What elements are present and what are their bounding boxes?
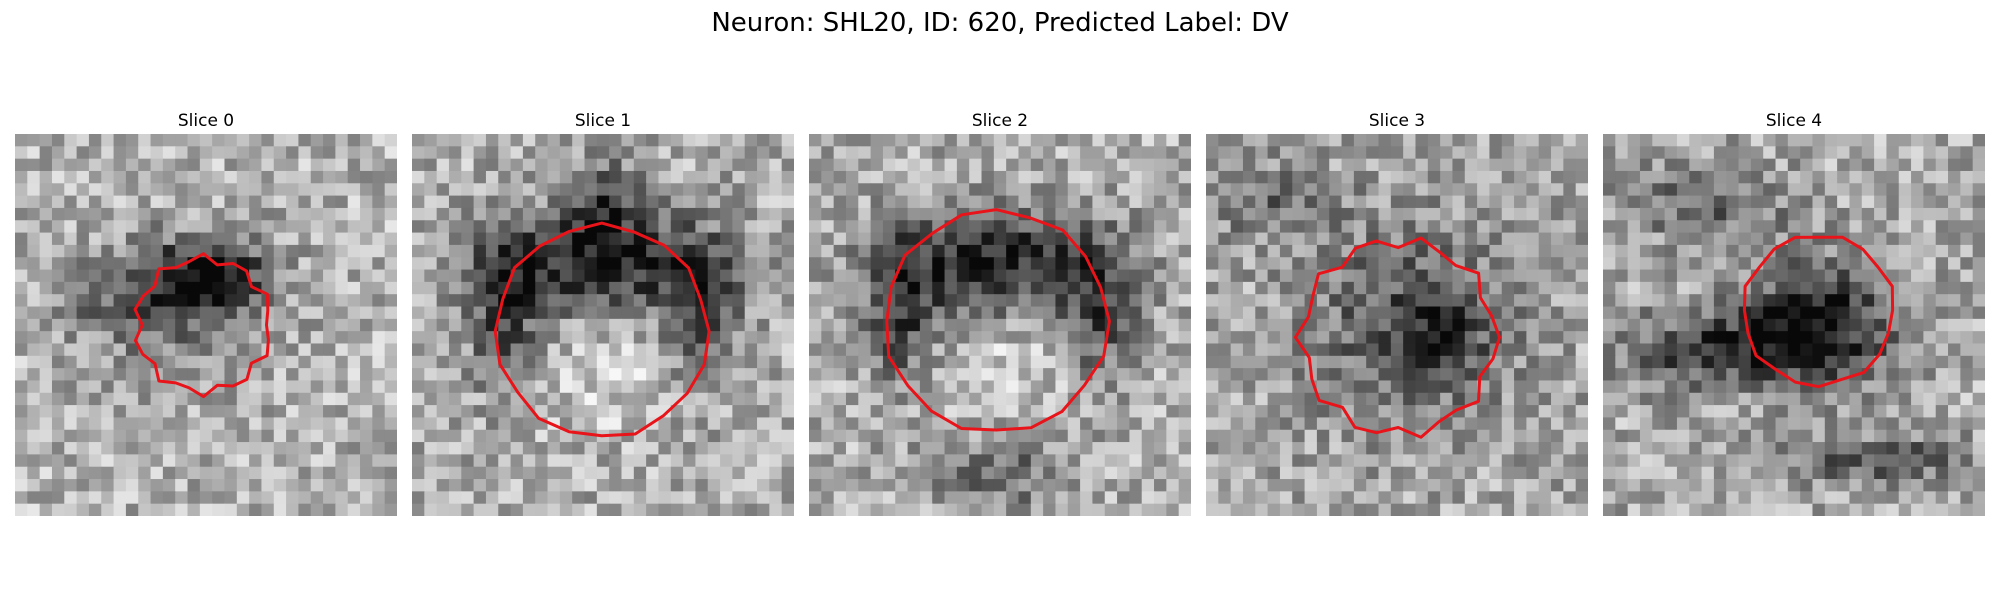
- pixel-grid: [412, 134, 794, 516]
- pixel-grid: [1603, 134, 1985, 516]
- slice-image-3: [1206, 134, 1588, 516]
- slice-title-4: Slice 4: [1765, 111, 1823, 131]
- slice-panel-4: Slice 4: [1603, 110, 1985, 516]
- slice-title-3: Slice 3: [1368, 111, 1426, 131]
- slice-panel-3: Slice 3: [1206, 110, 1588, 516]
- figure-title: Neuron: SHL20, ID: 620, Predicted Label:…: [711, 8, 1289, 38]
- slice-panel-1: Slice 1: [412, 110, 794, 516]
- pixel-grid: [15, 134, 397, 516]
- slice-panel-0: Slice 0: [15, 110, 397, 516]
- slice-image-4: [1603, 134, 1985, 516]
- slice-title-1: Slice 1: [574, 111, 632, 131]
- slice-title-0: Slice 0: [177, 111, 235, 131]
- pixel-grid: [809, 134, 1191, 516]
- pixel-grid: [1206, 134, 1588, 516]
- roi-contour: [885, 208, 1111, 432]
- slice-image-0: [15, 134, 397, 516]
- roi-contour: [493, 221, 711, 438]
- slice-title-2: Slice 2: [971, 111, 1029, 131]
- roi-contour: [1742, 235, 1895, 389]
- slice-image-2: [809, 134, 1191, 516]
- slice-panel-2: Slice 2: [809, 110, 1191, 516]
- roi-contour: [133, 252, 270, 399]
- slice-image-1: [412, 134, 794, 516]
- roi-contour: [1293, 236, 1501, 439]
